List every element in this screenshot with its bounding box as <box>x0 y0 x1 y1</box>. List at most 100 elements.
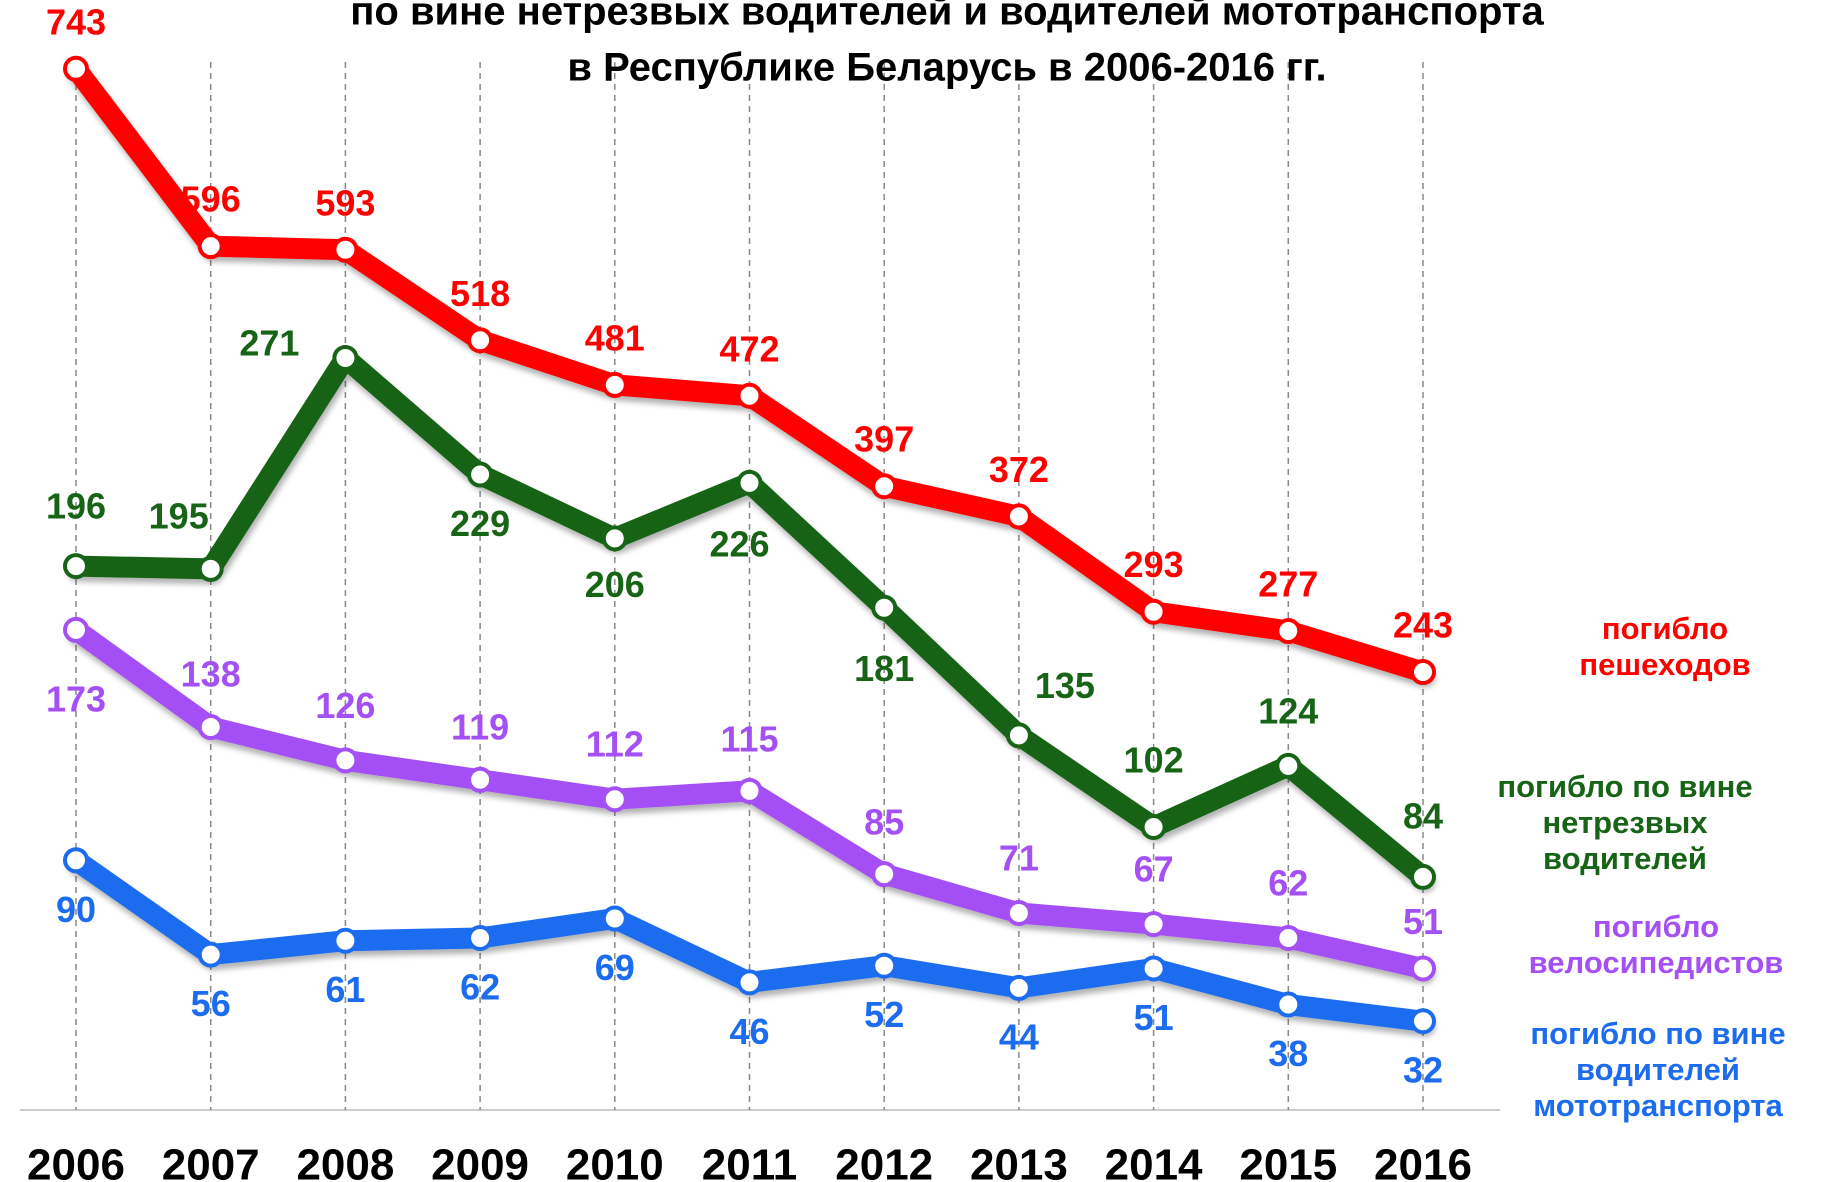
point-marker <box>736 969 763 996</box>
data-label: 52 <box>864 994 904 1035</box>
point-marker <box>332 927 359 954</box>
data-label: 196 <box>46 486 106 527</box>
point-marker <box>467 461 494 488</box>
point-marker <box>1005 899 1032 926</box>
data-label: 229 <box>450 503 510 544</box>
chart-title: по вине нетрезвых водителей и водителей … <box>350 0 1544 34</box>
point-marker <box>601 525 628 552</box>
point-marker <box>601 786 628 813</box>
data-label: 69 <box>595 947 635 988</box>
point-marker <box>332 747 359 774</box>
data-label: 481 <box>585 317 645 358</box>
data-label: 44 <box>999 1016 1039 1057</box>
legend-line: погибло <box>1593 909 1719 944</box>
point-marker <box>1410 659 1436 686</box>
point-marker <box>1140 911 1167 938</box>
point-marker <box>197 555 224 582</box>
point-marker <box>1005 503 1032 530</box>
point-marker <box>63 553 89 580</box>
point-marker <box>1140 598 1167 625</box>
data-label: 112 <box>586 724 644 765</box>
data-label: 293 <box>1124 544 1184 585</box>
x-tick-label: 2014 <box>1105 1141 1203 1182</box>
legend-line: водителей <box>1543 841 1707 876</box>
point-marker <box>601 371 628 398</box>
data-label: 138 <box>181 654 241 695</box>
point-marker <box>1275 924 1302 951</box>
data-label: 84 <box>1403 795 1443 836</box>
data-label: 472 <box>719 328 779 369</box>
point-marker <box>332 344 359 371</box>
data-label: 62 <box>460 966 500 1007</box>
point-marker <box>601 905 628 932</box>
point-marker <box>197 941 224 968</box>
data-label: 206 <box>585 564 645 605</box>
x-tick-label: 2007 <box>162 1141 260 1182</box>
data-label: 71 <box>999 837 1039 878</box>
data-label: 115 <box>720 718 778 759</box>
data-label: 90 <box>56 889 96 930</box>
point-marker <box>63 616 89 643</box>
legend-line: водителей <box>1576 1052 1740 1087</box>
legend-line: мототранспорта <box>1533 1088 1783 1123</box>
point-marker <box>197 233 224 260</box>
data-label: 593 <box>315 182 375 223</box>
data-label: 271 <box>239 322 299 363</box>
data-label: 596 <box>181 179 241 220</box>
data-label: 56 <box>191 983 231 1024</box>
x-axis: 2006 2007 2008 2009 2010 2011 2012 2013 2014 2015… <box>27 1141 1472 1182</box>
legend-line: нетрезвых <box>1542 805 1708 840</box>
chart-title: в Республике Беларусь в 2006-2016 гг. <box>567 46 1326 90</box>
point-marker <box>1410 1008 1436 1035</box>
data-label: 51 <box>1134 997 1174 1038</box>
x-tick-label: 2012 <box>835 1141 933 1182</box>
point-marker <box>1140 955 1167 982</box>
x-tick-label: 2006 <box>27 1141 125 1182</box>
legend-line: пешеходов <box>1579 647 1750 682</box>
data-label: 51 <box>1403 901 1443 942</box>
point-marker <box>1410 863 1436 890</box>
data-label: 277 <box>1258 564 1318 605</box>
data-label: 518 <box>450 273 510 314</box>
point-marker <box>736 382 763 409</box>
legend-entry: погибло пешеходов <box>1579 611 1750 682</box>
data-label: 126 <box>315 685 375 726</box>
data-label: 124 <box>1258 690 1318 731</box>
data-label: 62 <box>1268 862 1308 903</box>
data-label: 46 <box>729 1011 769 1052</box>
data-label: 372 <box>989 449 1049 490</box>
data-label: 226 <box>709 523 769 564</box>
data-label: 38 <box>1268 1033 1308 1074</box>
legend-line: погибло <box>1602 611 1728 646</box>
point-marker <box>1275 618 1302 645</box>
point-marker <box>871 594 898 621</box>
point-marker <box>871 952 898 979</box>
data-label: 195 <box>149 495 209 536</box>
point-marker <box>871 861 898 888</box>
data-labels: 743 596 593 518 481 472 397 372 293 277 243 196 195 2… <box>46 1 1453 1090</box>
x-tick-label: 2013 <box>970 1141 1068 1182</box>
x-tick-label: 2010 <box>566 1141 664 1182</box>
legend-line: погибло по вине <box>1530 1016 1785 1051</box>
point-marker <box>332 236 359 263</box>
point-marker <box>467 924 494 951</box>
data-label: 181 <box>854 648 914 689</box>
point-marker <box>63 55 89 82</box>
data-label: 119 <box>451 706 509 747</box>
point-marker <box>467 327 494 354</box>
data-label: 32 <box>1403 1050 1443 1091</box>
x-tick-label: 2015 <box>1239 1141 1337 1182</box>
data-label: 173 <box>46 678 106 719</box>
point-marker <box>467 766 494 793</box>
data-label: 397 <box>854 419 914 460</box>
x-tick-label: 2008 <box>296 1141 394 1182</box>
data-label: 85 <box>864 802 904 843</box>
legend-entry: погибло по вине водителей мототранспорта <box>1530 1016 1785 1123</box>
x-tick-label: 2011 <box>702 1141 797 1182</box>
point-marker <box>1005 722 1032 749</box>
point-marker <box>63 847 89 874</box>
data-label: 243 <box>1393 605 1453 646</box>
point-marker <box>1275 991 1302 1018</box>
